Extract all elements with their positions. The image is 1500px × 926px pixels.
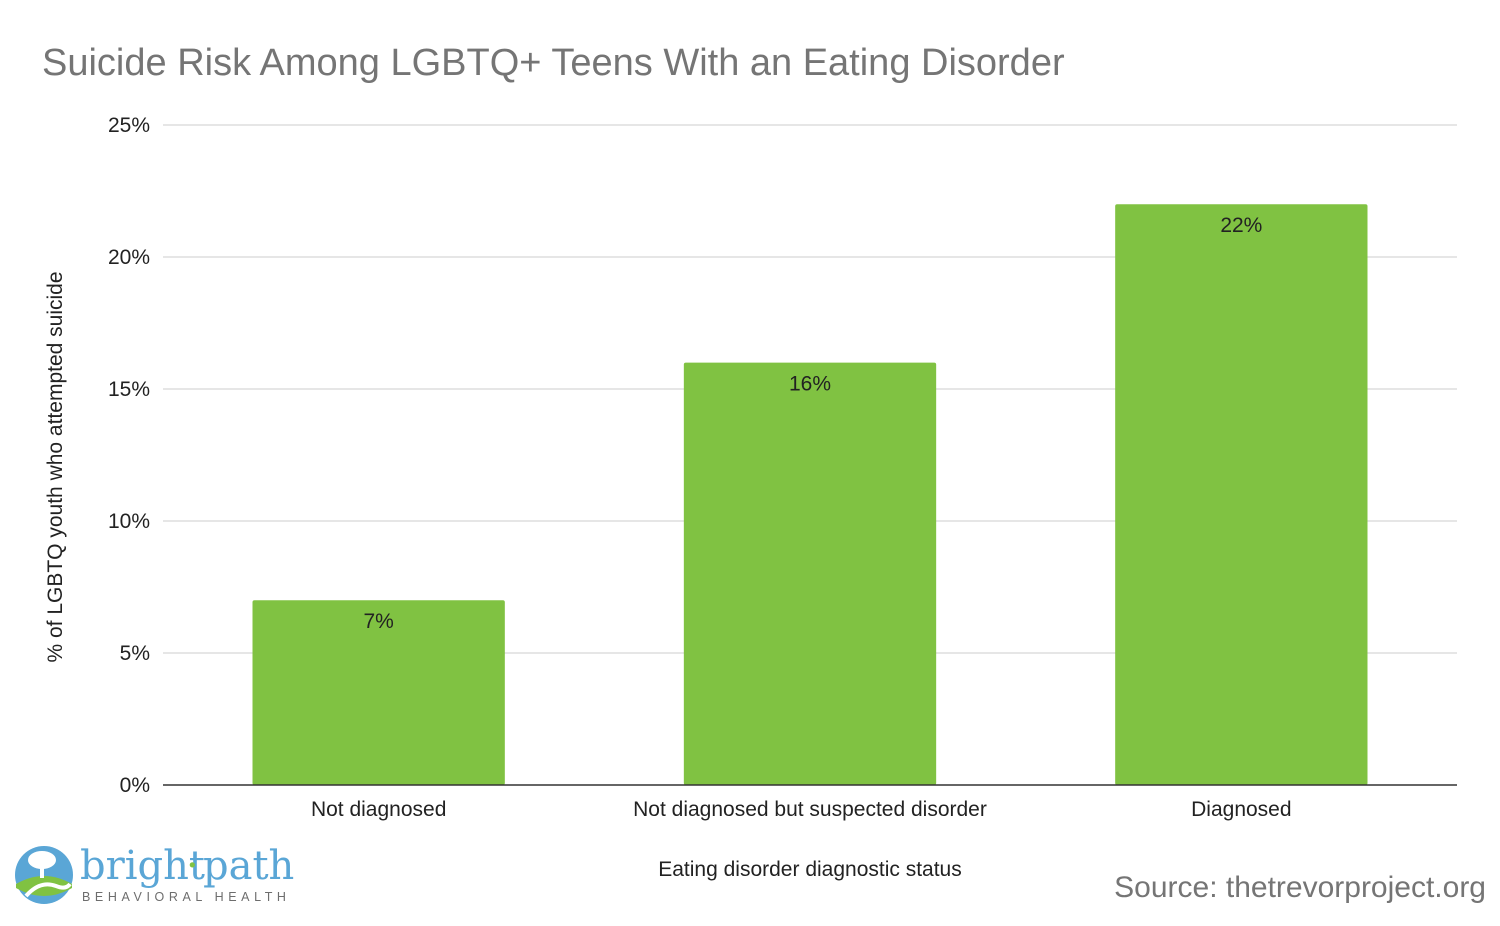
bar: [252, 600, 505, 785]
logo-word-path: path: [203, 843, 294, 889]
logo-emblem-icon: [15, 846, 73, 904]
y-tick-label: 5%: [120, 642, 150, 665]
bright-path-logo: bright · path BEHAVIORAL HEALTH: [15, 843, 294, 904]
y-tick-label: 10%: [108, 510, 150, 533]
chart-title: Suicide Risk Among LGBTQ+ Teens With an …: [42, 42, 1065, 84]
data-label: 22%: [1220, 214, 1262, 237]
y-axis-ticks: 0% 5% 10% 15% 20% 25%: [108, 114, 150, 797]
y-tick-label: 25%: [108, 114, 150, 137]
source-credit: Source: thetrevorproject.org: [1114, 871, 1486, 904]
bar: [1115, 204, 1368, 785]
x-category-label: Not diagnosed: [311, 798, 446, 821]
bars: [252, 204, 1368, 785]
x-category-label: Not diagnosed but suspected disorder: [633, 798, 987, 821]
y-tick-label: 15%: [108, 378, 150, 401]
x-axis-title: Eating disorder diagnostic status: [658, 858, 962, 881]
x-category-label: Diagnosed: [1191, 798, 1291, 821]
y-tick-label: 20%: [108, 246, 150, 269]
logo-separator: ·: [186, 843, 199, 889]
y-axis-title: % of LGBTQ youth who attempted suicide: [44, 271, 67, 662]
logo-word-bright: bright: [80, 843, 205, 889]
y-tick-label: 0%: [120, 774, 150, 797]
data-label: 16%: [789, 373, 831, 396]
logo-subtitle: BEHAVIORAL HEALTH: [82, 890, 291, 904]
data-labels: 7% 16% 22%: [363, 214, 1262, 633]
data-label: 7%: [363, 610, 393, 633]
bar: [683, 362, 937, 785]
x-axis-categories: Not diagnosed Not diagnosed but suspected…: [311, 798, 1292, 821]
